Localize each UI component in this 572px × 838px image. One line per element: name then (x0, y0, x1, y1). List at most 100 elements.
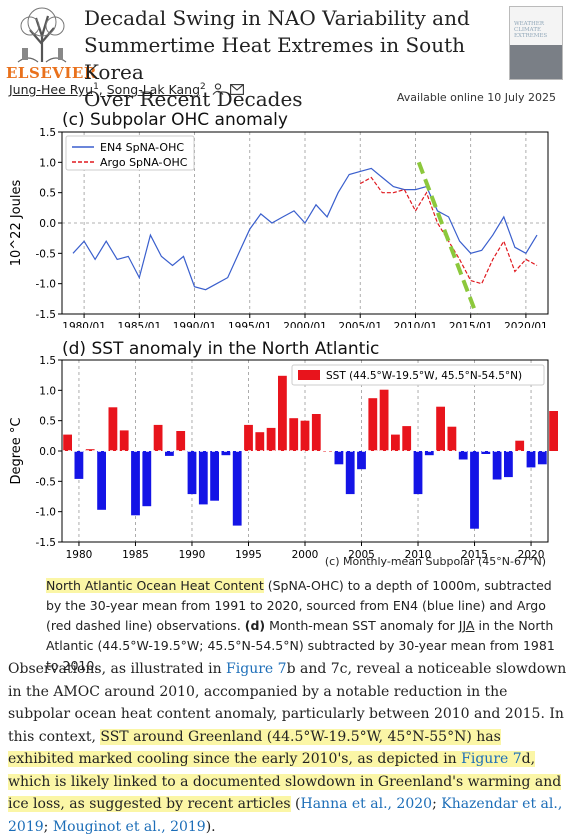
sst-anomaly-chart: (d) SST anomaly in the North Atlantic 198… (9, 339, 558, 568)
bar (447, 426, 457, 451)
figure-caption: North Atlantic Ocean Heat Content (SpNA-… (46, 578, 555, 673)
x-tick-label: 2010 (405, 549, 432, 561)
x-tick-label: 1980 (66, 549, 93, 561)
x-tick-label: 2000/01 (283, 321, 327, 328)
citation-link[interactable]: Mouginot et al., 2019 (52, 818, 206, 835)
y-tick-label: 0.0 (39, 446, 56, 458)
affiliation-sup[interactable]: 1 (93, 82, 99, 92)
y-tick-label: 0.5 (39, 416, 56, 428)
bar (63, 434, 72, 451)
x-tick-label: 1995/01 (228, 321, 272, 328)
x-tick-label: 1990/01 (173, 321, 217, 328)
affiliation-sup[interactable]: 2 (200, 82, 206, 92)
legend-box (65, 135, 195, 171)
bar (391, 434, 400, 451)
bar (413, 451, 423, 495)
bar (244, 424, 253, 451)
legend-box (291, 364, 545, 386)
author-list: Jung-Hee Ryu1, Song-Lak Kang2 (9, 82, 244, 97)
bar (368, 398, 378, 451)
bar (176, 431, 186, 451)
bar (424, 451, 434, 456)
bar (537, 451, 547, 465)
bar (311, 414, 321, 451)
bar (549, 411, 558, 451)
x-tick-label: 1980/01 (62, 321, 106, 328)
y-axis-label: 10^22 Joules (9, 180, 24, 267)
bar (119, 430, 129, 451)
author-link[interactable]: Song-Lak Kang (106, 82, 201, 98)
legend-label: Argo SpNA-OHC (100, 156, 188, 169)
caption-overflow-line: (c) Monthly-mean Subpolar (45°N-67°N) (325, 555, 546, 568)
cover-image (510, 45, 562, 79)
mail-icon[interactable] (229, 84, 244, 96)
bar (458, 451, 468, 460)
x-tick-label: 2005 (348, 549, 375, 561)
figure-link[interactable]: Figure 7 (461, 751, 522, 767)
bar (526, 451, 536, 468)
y-tick-label: 0.0 (39, 218, 56, 230)
bar (210, 451, 219, 501)
series-line-en4 (72, 167, 538, 291)
bar (300, 420, 310, 451)
bar (492, 451, 502, 480)
y-tick-label: -1.0 (36, 507, 57, 519)
bar (266, 427, 276, 451)
bar (436, 406, 445, 451)
bar (142, 451, 152, 507)
legend-swatch (298, 370, 320, 380)
bar (153, 424, 163, 451)
journal-cover[interactable]: WEATHER CLIMATE EXTREMES (509, 6, 563, 80)
plot-frame (61, 359, 549, 543)
legend-label: SST (44.5°W-19.5°W, 45.5°N-54.5°N) (326, 370, 522, 382)
legend-label: EN4 SpNA-OHC (100, 141, 184, 154)
x-tick-label: 2015 (461, 549, 488, 561)
bar (255, 432, 265, 451)
bar (187, 451, 197, 495)
article-header: ELSEVIER Decadal Swing in NAO Variabilit… (0, 0, 572, 111)
bar (289, 418, 299, 451)
bar (165, 451, 174, 456)
bar (504, 451, 513, 478)
bar (515, 440, 525, 451)
caption-highlight: North Atlantic Ocean Heat Content (46, 578, 264, 593)
elsevier-tree-logo (8, 4, 76, 64)
bar (334, 451, 344, 465)
body-paragraph: Observations, as illustrated in Figure 7… (8, 661, 567, 835)
y-tick-label: -1.5 (36, 537, 57, 549)
x-tick-label: 2015/01 (449, 321, 493, 328)
bar (345, 451, 355, 495)
person-icon[interactable] (212, 83, 224, 96)
y-tick-label: 1.0 (39, 385, 56, 397)
y-tick-label: -0.5 (36, 248, 57, 260)
journal-cover-word: WEATHER (514, 21, 544, 27)
bar (85, 449, 95, 451)
bar (357, 451, 366, 470)
journal-cover-word: EXTREMES (514, 33, 548, 39)
x-tick-label: 1985/01 (118, 321, 162, 328)
article-title[interactable]: Decadal Swing in NAO Variability and Sum… (84, 6, 470, 111)
journal-cover-word: CLIMATE (514, 27, 542, 33)
x-tick-label: 1985 (122, 549, 149, 561)
y-axis-label: Degree °C (9, 417, 24, 484)
bar (402, 426, 412, 451)
bar (97, 451, 106, 510)
y-tick-label: -1.0 (36, 279, 57, 291)
citation-link[interactable]: Hanna et al., 2020 (300, 796, 433, 812)
figure-link[interactable]: Figure 7 (226, 661, 287, 677)
bar (481, 451, 491, 454)
series-line-argo (359, 176, 538, 285)
chart-title: (c) Subpolar OHC anomaly (62, 110, 288, 130)
publisher-name: ELSEVIER (6, 64, 97, 82)
ohc-anomaly-chart: (c) Subpolar OHC anomaly 1980/01 1985/01 19… (9, 110, 549, 328)
y-tick-label: 1.5 (39, 355, 56, 367)
x-tick-label: 2005/01 (338, 321, 382, 328)
bar (131, 451, 140, 516)
author-link[interactable]: Jung-Hee Ryu (9, 82, 94, 98)
x-tick-label: 1990 (179, 549, 206, 561)
y-tick-label: -0.5 (36, 476, 57, 488)
y-tick-label: 1.5 (39, 127, 56, 139)
x-tick-label: 1995 (235, 549, 262, 561)
x-tick-label: 2000 (292, 549, 319, 561)
x-tick-label: 2020/01 (504, 321, 548, 328)
